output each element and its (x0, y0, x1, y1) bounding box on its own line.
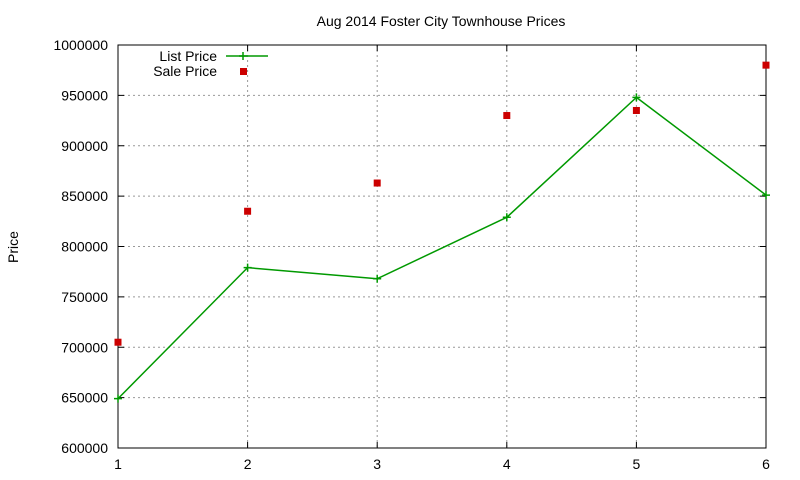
x-tick-label: 6 (762, 456, 770, 472)
y-axis-label: Price (5, 231, 21, 263)
y-tick-label: 850000 (61, 188, 108, 204)
sale-price-point (373, 179, 381, 187)
sale-price-point (762, 61, 770, 69)
legend-label-sale-price: Sale Price (153, 63, 217, 79)
list-price-point (373, 274, 382, 283)
plot-border (117, 44, 767, 449)
y-tick-label: 750000 (61, 289, 108, 305)
x-tick-label: 1 (114, 456, 122, 472)
list-price-point (114, 394, 122, 403)
y-axis: 600000 650000 700000 750000 800000 850000 9000… (53, 37, 766, 456)
list-price-point (632, 93, 641, 102)
x-tick-label: 3 (373, 456, 381, 472)
legend-marker-sale-price (240, 68, 247, 75)
sale-price-point (244, 207, 252, 215)
series (114, 61, 770, 403)
x-tick-label: 2 (244, 456, 252, 472)
legend: List Price Sale Price (153, 48, 268, 79)
x-tick-label: 5 (633, 456, 641, 472)
x-axis: 1 2 3 4 5 6 (114, 45, 770, 472)
chart-title: Aug 2014 Foster City Townhouse Prices (317, 13, 566, 29)
y-tick-label: 700000 (61, 339, 108, 355)
sale-price-point (114, 338, 122, 346)
x-tick-label: 4 (503, 456, 511, 472)
series-line-list-price (117, 96, 767, 400)
legend-label-list-price: List Price (159, 48, 217, 64)
y-tick-label: 900000 (61, 138, 108, 154)
gridlines (118, 45, 766, 448)
list-price-point (762, 191, 770, 200)
y-tick-label: 1000000 (53, 37, 108, 53)
y-tick-label: 650000 (61, 390, 108, 406)
y-tick-label: 800000 (61, 239, 108, 255)
y-tick-label: 950000 (61, 87, 108, 103)
list-price-point (502, 213, 511, 222)
sale-price-point (632, 106, 640, 114)
y-tick-label: 600000 (61, 440, 108, 456)
legend-marker-list-price (239, 52, 247, 60)
list-price-point (243, 263, 252, 272)
sale-price-point (503, 112, 511, 120)
